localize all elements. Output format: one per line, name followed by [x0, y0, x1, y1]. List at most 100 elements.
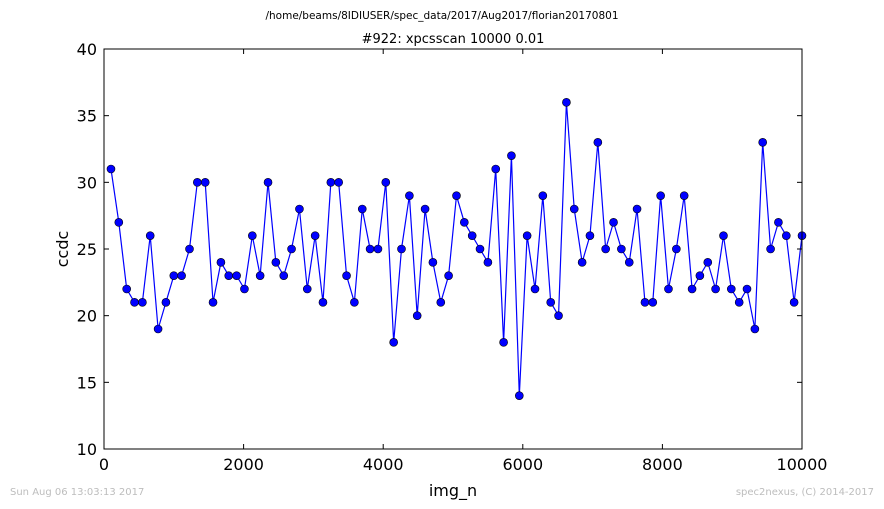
- data-point: [208, 298, 218, 307]
- data-point: [106, 164, 116, 174]
- data-point: [357, 204, 367, 214]
- data-point: [656, 191, 665, 200]
- data-point: [672, 244, 681, 254]
- x-tick-label: 0: [99, 455, 109, 474]
- data-point: [153, 324, 163, 334]
- y-tick-label: 30: [77, 173, 97, 192]
- data-point: [467, 231, 477, 240]
- data-point: [648, 298, 658, 307]
- data-point: [789, 298, 799, 307]
- data-point: [224, 271, 234, 280]
- data-point: [122, 284, 131, 294]
- data-point: [711, 284, 720, 294]
- x-tick-label: 2000: [223, 455, 264, 474]
- y-tick-label: 35: [77, 107, 97, 126]
- data-point: [585, 231, 595, 240]
- data-point: [436, 298, 446, 307]
- data-point: [750, 324, 760, 334]
- data-point: [216, 258, 226, 267]
- axes: 0 2000 4000 6000 8000 10000 10 15 20 25 30 35 40: [77, 40, 828, 474]
- x-tick-label: 10000: [777, 455, 828, 474]
- data-point: [554, 311, 563, 320]
- data-point: [248, 231, 257, 240]
- y-axis-label: ccdc: [53, 231, 72, 268]
- data-point: [185, 244, 194, 254]
- chart-title: #922: xpcsscan 10000 0.01: [362, 32, 545, 47]
- data-point: [145, 231, 155, 240]
- data-point: [460, 218, 469, 227]
- y-tick-label: 10: [77, 440, 97, 459]
- data-point: [397, 244, 406, 254]
- data-point: [577, 258, 587, 267]
- data-point: [475, 244, 485, 254]
- data-point: [774, 218, 783, 227]
- data-point: [664, 284, 673, 294]
- x-tick-label: 8000: [642, 455, 683, 474]
- data-point: [318, 298, 328, 307]
- data-point: [562, 98, 571, 107]
- data-point: [350, 298, 359, 307]
- data-point: [491, 164, 501, 174]
- data-point: [569, 204, 579, 214]
- data-point: [232, 271, 241, 280]
- data-point: [200, 178, 210, 187]
- data-point: [601, 244, 610, 254]
- data-point: [742, 284, 752, 294]
- data-point: [405, 191, 414, 200]
- data-point: [412, 311, 422, 320]
- data-point: [546, 298, 556, 307]
- data-point: [719, 231, 728, 240]
- x-tick-label: 4000: [363, 455, 404, 474]
- data-point: [499, 338, 508, 347]
- y-tick-label: 25: [77, 240, 97, 259]
- data-point: [373, 244, 383, 254]
- data-point: [365, 244, 375, 254]
- data-point: [169, 271, 179, 280]
- data-point: [617, 244, 626, 254]
- plot-frame: [103, 48, 803, 450]
- y-tick-label: 20: [77, 307, 97, 326]
- data-point: [295, 204, 304, 214]
- data-point: [193, 178, 202, 187]
- data-point: [271, 258, 281, 267]
- y-tick-label: 15: [77, 373, 97, 392]
- data-point: [538, 191, 548, 200]
- data-point: [593, 138, 603, 147]
- data-point: [130, 298, 139, 307]
- data-point: [609, 218, 618, 227]
- data-point: [507, 151, 516, 160]
- data-point: [522, 231, 532, 240]
- data-point: [624, 258, 634, 267]
- data-point: [255, 271, 265, 280]
- data-point: [726, 284, 736, 294]
- data-point: [381, 178, 391, 187]
- data-point: [530, 284, 540, 294]
- data-point: [161, 298, 171, 307]
- data-point: [781, 231, 791, 240]
- x-axis-label: img_n: [429, 481, 477, 501]
- data-point: [766, 244, 775, 254]
- data-point: [758, 138, 768, 147]
- data-point: [632, 204, 642, 214]
- data-point: [302, 284, 312, 294]
- data-point: [342, 271, 351, 280]
- data-point: [138, 298, 147, 307]
- data-point: [444, 271, 453, 280]
- data-point: [177, 271, 186, 280]
- data-point: [679, 191, 689, 200]
- footer-credit: spec2nexus, (C) 2014-2017: [735, 487, 874, 498]
- figure-suptitle: /home/beams/8IDIUSER/spec_data/2017/Aug2…: [265, 10, 618, 22]
- data-point: [263, 178, 273, 187]
- series-line: [110, 102, 803, 396]
- data-point: [515, 391, 524, 400]
- data-point: [326, 178, 336, 187]
- data-point: [734, 298, 744, 307]
- data-point: [428, 258, 438, 267]
- data-point: [420, 204, 430, 214]
- data-point: [389, 338, 398, 347]
- data-point: [687, 284, 697, 294]
- data-point: [483, 258, 493, 267]
- x-tick-label: 6000: [502, 455, 543, 474]
- plot-area: [106, 98, 807, 400]
